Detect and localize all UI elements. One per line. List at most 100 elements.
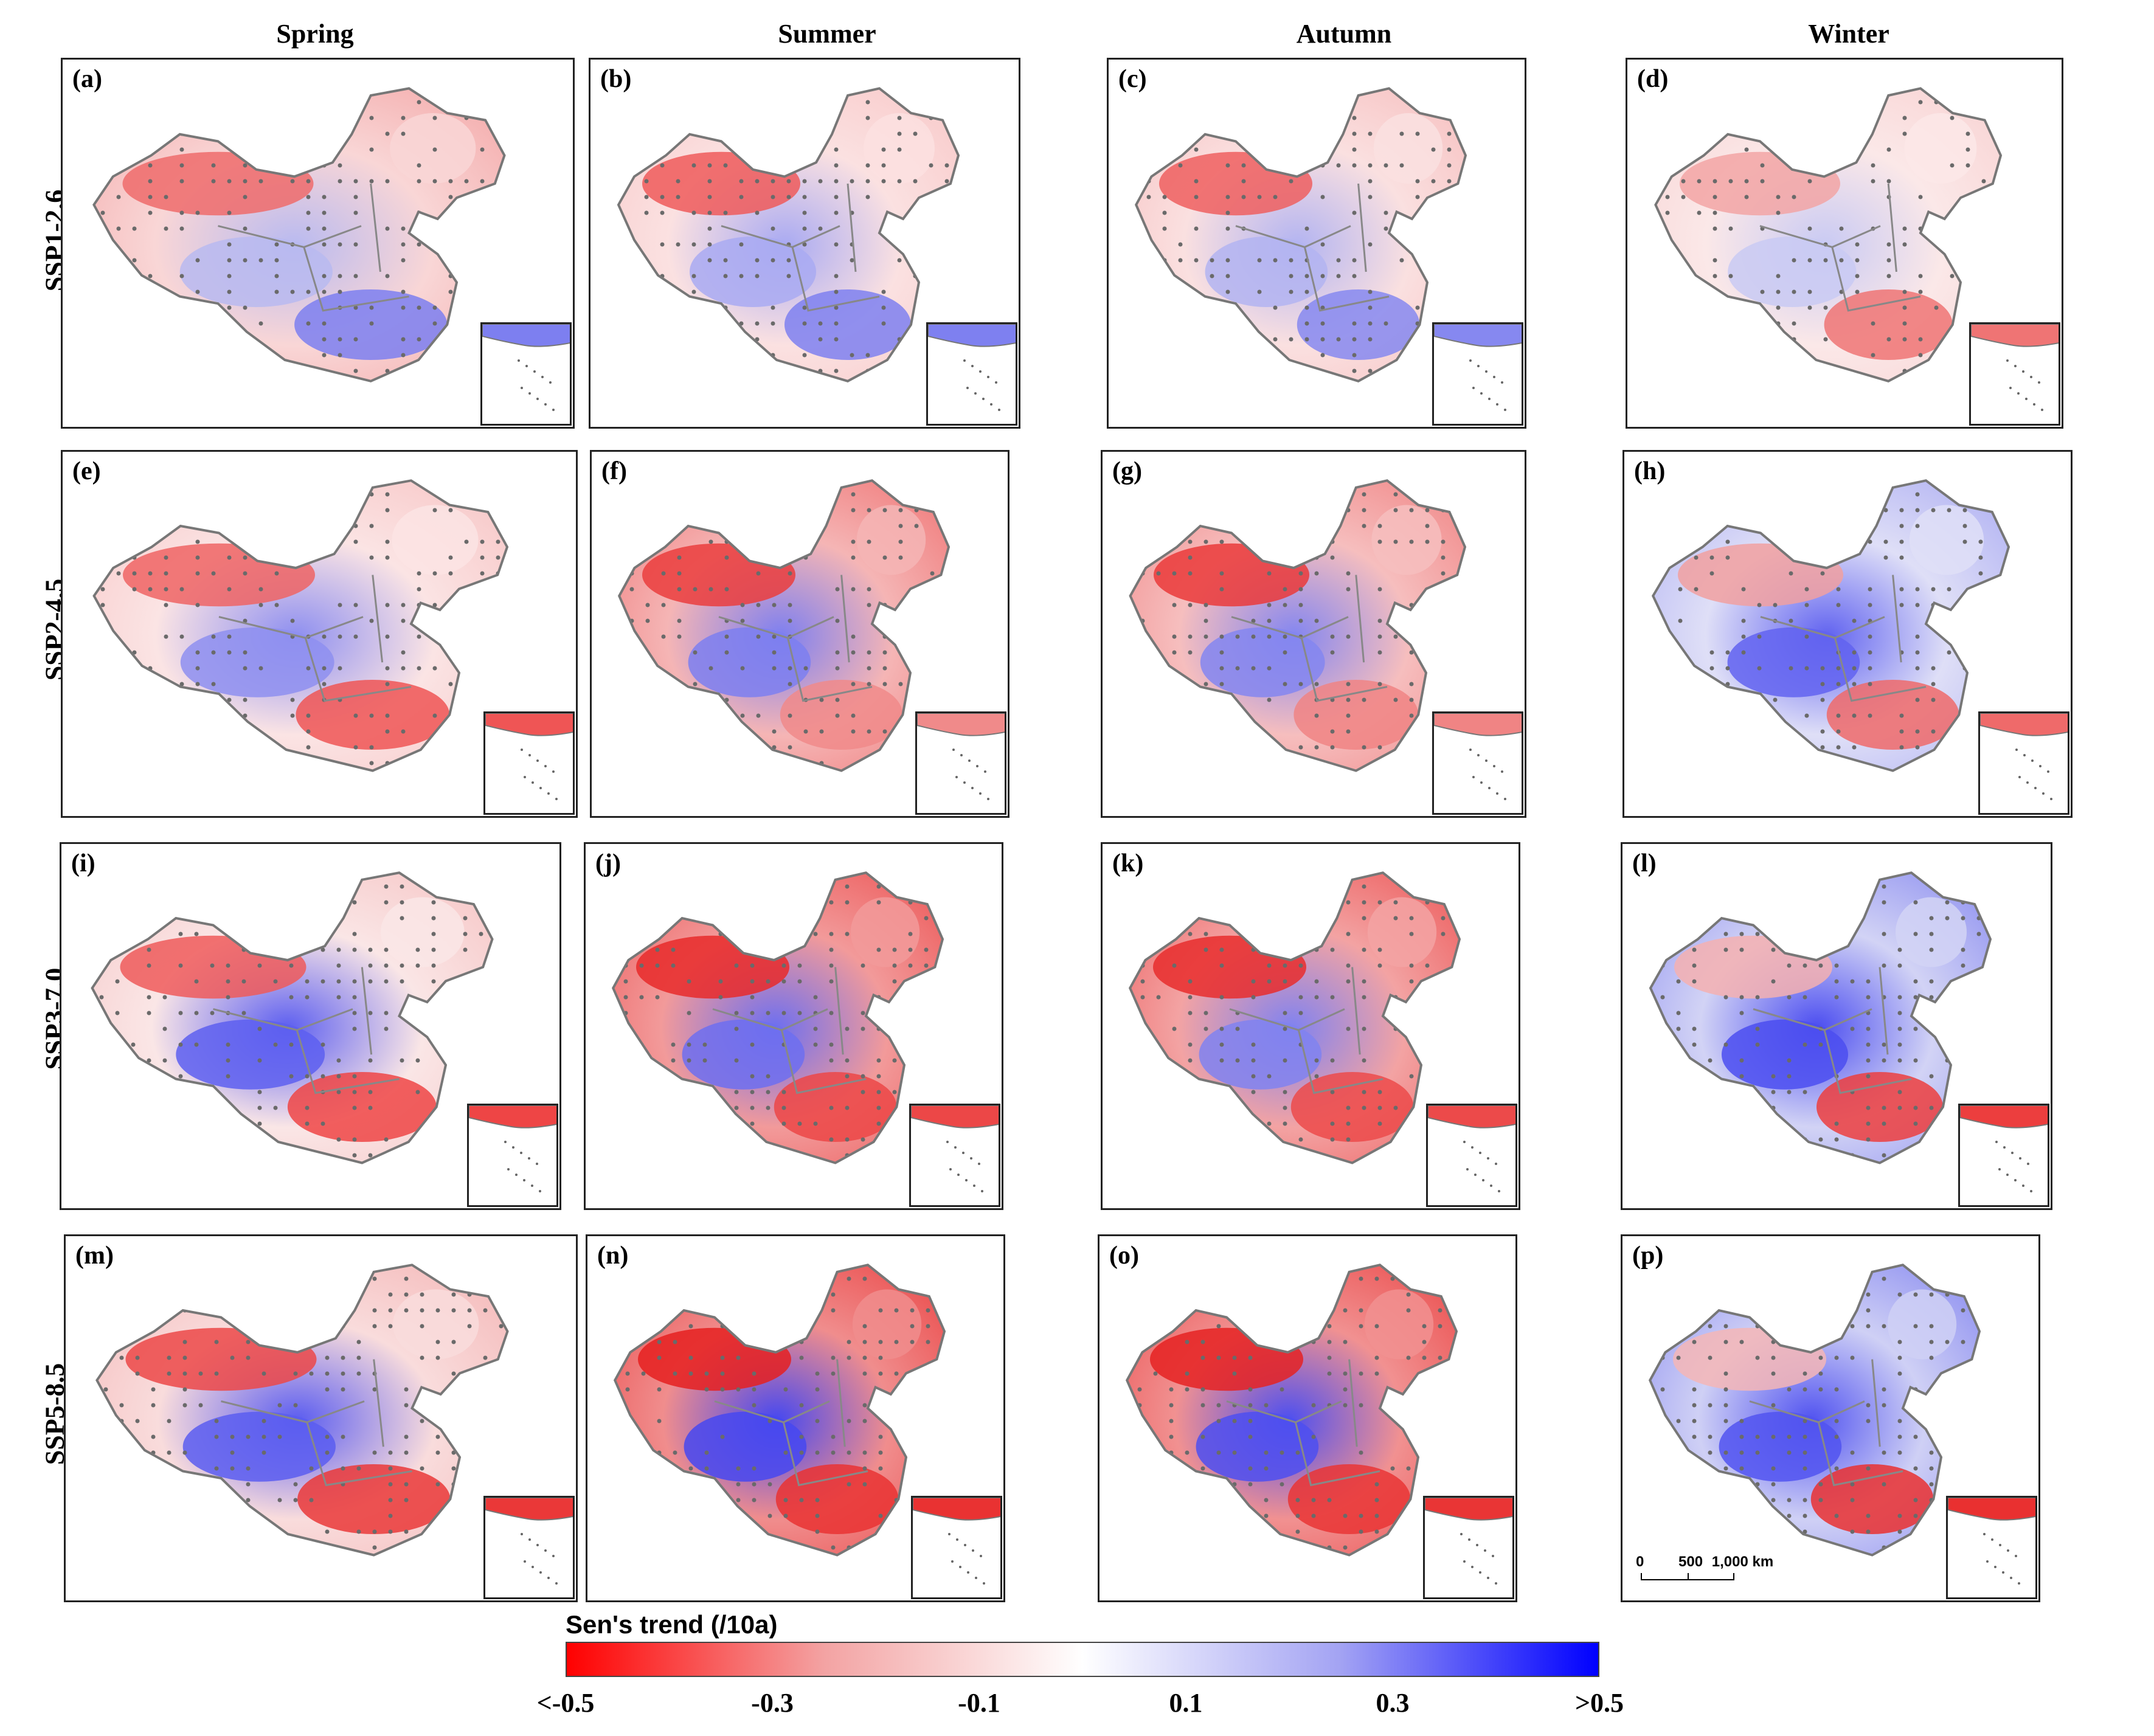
significance-dot [1125, 540, 1129, 544]
significance-dot [1188, 571, 1193, 576]
significance-dot [511, 901, 515, 905]
significance-dot [1660, 1387, 1665, 1392]
significance-dot [325, 1292, 330, 1297]
significance-dot [1741, 587, 1746, 592]
significance-dot [1961, 1403, 1965, 1408]
significance-dot [977, 179, 981, 184]
significance-dot [322, 761, 327, 766]
significance-dot [1789, 666, 1793, 671]
significance-dot [1882, 1185, 1886, 1189]
significance-dot [1375, 1561, 1379, 1566]
significance-dot [1871, 321, 1875, 326]
significance-dot [1320, 274, 1325, 278]
significance-dot [1188, 539, 1193, 544]
significance-dot [1755, 1276, 1760, 1281]
significance-dot [755, 401, 760, 405]
significance-dot [2010, 635, 2015, 639]
significance-dot [1241, 321, 1246, 326]
significance-dot [799, 1403, 804, 1408]
significance-dot [1850, 1292, 1855, 1297]
significance-dot [704, 1387, 709, 1392]
significance-dot [676, 353, 680, 358]
significance-dot [447, 1058, 452, 1063]
significance-dot [1336, 116, 1341, 120]
significance-dot [1393, 492, 1398, 497]
significance-dot [451, 1308, 456, 1313]
significance-dot [847, 1450, 851, 1455]
significance-dot [1839, 131, 1844, 136]
significance-dot [720, 1355, 725, 1360]
significance-dot [1741, 745, 1746, 750]
significance-dot [707, 305, 712, 310]
significance-dot [1929, 1355, 1934, 1360]
significance-dot [723, 353, 728, 358]
significance-dot [230, 1593, 235, 1597]
significance-dot [1140, 884, 1145, 889]
significance-dot [448, 508, 453, 513]
significance-dot [1694, 524, 1699, 528]
significance-dot [116, 147, 121, 152]
significance-dot [797, 1011, 802, 1015]
significance-dot [1463, 305, 1466, 310]
significance-dot [1141, 1201, 1145, 1205]
significance-dot [863, 1593, 867, 1597]
significance-dot [369, 761, 374, 766]
significance-dot [2014, 195, 2018, 199]
significance-dot [1755, 1355, 1760, 1360]
significance-dot [1248, 1466, 1253, 1471]
significance-dot [767, 1419, 772, 1423]
significance-dot [835, 650, 840, 655]
significance-dot [657, 1308, 662, 1313]
significance-dot [1407, 1577, 1411, 1582]
significance-dot [531, 1482, 535, 1487]
significance-dot [1473, 1074, 1477, 1079]
significance-dot [1362, 1201, 1366, 1205]
significance-dot [1343, 1371, 1348, 1376]
significance-dot [1823, 337, 1828, 342]
significance-dot [100, 618, 105, 623]
significance-dot [1251, 524, 1256, 528]
significance-dot [1868, 634, 1872, 639]
significance-dot [1125, 1106, 1129, 1110]
significance-dot [1739, 916, 1744, 921]
significance-dot [892, 1026, 897, 1031]
significance-dot [1739, 995, 1744, 1000]
significance-dot [783, 1292, 788, 1297]
significance-dot [132, 587, 137, 592]
significance-dot [1289, 163, 1293, 168]
significance-dot [1377, 947, 1382, 952]
significance-dot [628, 368, 633, 373]
significance-dot [1447, 163, 1452, 168]
significance-dot [1934, 368, 1939, 373]
significance-dot [1441, 1074, 1446, 1079]
significance-dot [1824, 417, 1828, 421]
significance-dot [511, 948, 515, 952]
significance-dot [309, 1292, 314, 1297]
significance-dot [1295, 1292, 1300, 1297]
significance-dot [831, 1434, 836, 1439]
significance-dot [1368, 195, 1373, 199]
panel-label: (f) [601, 457, 627, 485]
significance-dot [1156, 492, 1161, 497]
significance-dot [1850, 979, 1855, 984]
significance-dot [353, 116, 358, 120]
south-china-sea-inset [480, 322, 572, 426]
significance-dot [1283, 1011, 1287, 1015]
significance-dot [897, 368, 902, 373]
significance-dot [1645, 948, 1649, 952]
significance-dot [1913, 1466, 1918, 1471]
significance-dot [1298, 603, 1303, 607]
significance-dot [688, 1513, 693, 1518]
significance-dot [1314, 571, 1319, 576]
significance-dot [1368, 368, 1373, 373]
significance-dot [261, 1292, 266, 1297]
significance-dot [1914, 1561, 1918, 1566]
significance-dot [384, 979, 389, 984]
significance-dot [799, 1355, 804, 1360]
significance-dot [671, 900, 676, 905]
significance-dot [992, 116, 997, 120]
significance-dot [448, 682, 453, 686]
trend-region [684, 1411, 807, 1482]
significance-dot [404, 1292, 409, 1297]
significance-dot [151, 1387, 156, 1392]
